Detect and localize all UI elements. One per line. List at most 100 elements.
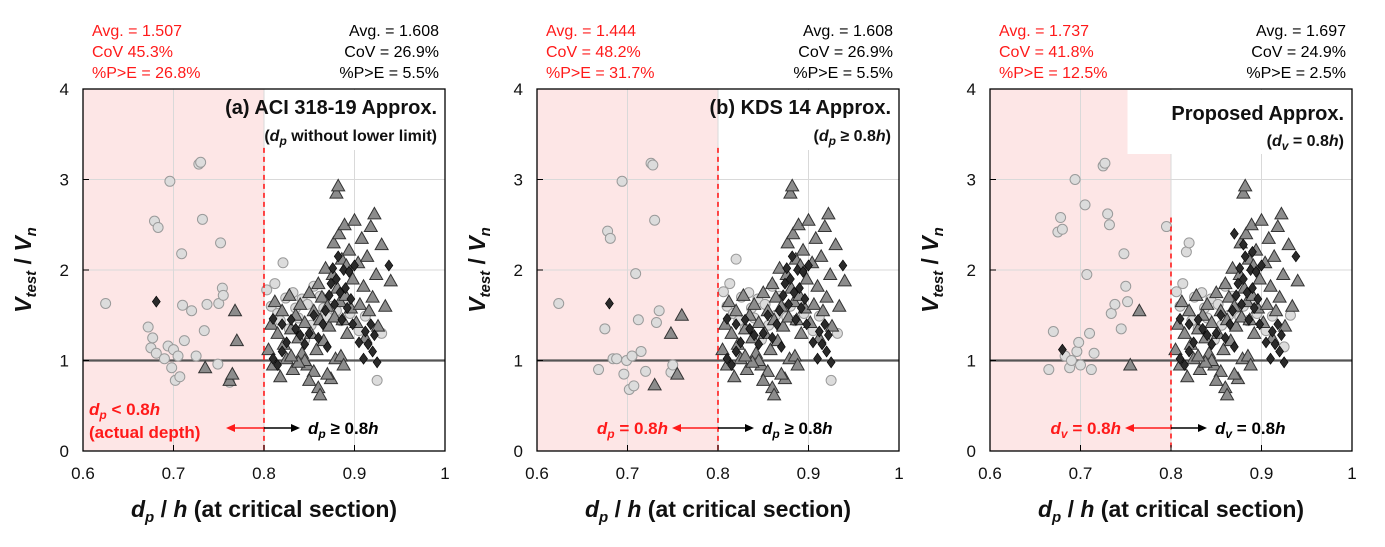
data-point-triangle — [354, 230, 370, 244]
zone-right-var: d — [1215, 419, 1226, 438]
x-tick-label: 0.8 — [706, 464, 730, 483]
stat-red-1: CoV = 41.8% — [999, 44, 1094, 61]
data-point-circle — [269, 278, 281, 290]
data-point-circle — [593, 364, 605, 376]
subtitle-open: ( — [264, 128, 270, 145]
zone-left-var: d — [597, 419, 608, 438]
data-point-triangle — [806, 296, 822, 310]
data-point-triangle — [1217, 276, 1233, 290]
data-point-diamond — [822, 345, 831, 358]
data-point-circle — [1118, 248, 1130, 260]
data-point-diamond — [814, 325, 824, 338]
data-point-diamond — [824, 329, 833, 342]
data-point-triangle — [314, 289, 330, 303]
data-point-triangle — [808, 230, 824, 244]
arrow-left-head — [672, 424, 681, 432]
data-point-triangle — [319, 366, 335, 380]
data-point-diamond — [384, 259, 394, 272]
data-point-diamond — [1242, 286, 1252, 299]
data-point-triangle — [822, 267, 838, 281]
data-point-triangle — [799, 271, 815, 285]
data-point-diamond — [1261, 336, 1271, 349]
zone-left-sub: p — [606, 427, 614, 441]
data-point-triangle — [327, 309, 342, 323]
data-point-circle — [553, 297, 565, 309]
data-point-circle — [195, 156, 207, 168]
data-point-circle — [1075, 359, 1086, 371]
data-point-triangle — [1275, 267, 1291, 281]
data-point-diamond — [1239, 273, 1248, 286]
y-axis-label-var2: V — [10, 235, 36, 252]
x-axis-label-sub: p — [1051, 509, 1061, 526]
data-point-triangle — [1221, 289, 1237, 303]
stat-black-0: Avg. = 1.608 — [803, 23, 893, 40]
y-tick-label: 3 — [60, 171, 69, 190]
data-point-triangle — [1243, 357, 1258, 371]
x-tick-label: 0.9 — [797, 464, 821, 483]
data-point-triangle — [368, 267, 384, 281]
x-axis-label-sub: p — [144, 509, 154, 526]
data-point-diamond — [313, 331, 323, 344]
subtitle-var: d — [270, 128, 281, 145]
data-point-diamond — [1251, 265, 1261, 278]
data-point-circle — [1160, 221, 1172, 233]
y-axis-label-sub: test — [930, 270, 947, 298]
subtitle-text: ≥ 0.8 — [836, 128, 876, 145]
zone-right-sub: p — [771, 427, 779, 441]
data-point-triangle — [301, 285, 317, 299]
data-point-circle — [201, 298, 213, 310]
data-point-circle — [653, 305, 665, 317]
stat-red-0: Avg. = 1.507 — [92, 23, 182, 40]
y-tick-label: 1 — [967, 352, 976, 371]
y-axis-label-sep: / — [464, 252, 490, 271]
data-point-circle — [178, 335, 190, 347]
x-tick-label: 0.7 — [1069, 464, 1093, 483]
data-point-diamond — [1220, 331, 1230, 344]
data-point-triangle — [821, 206, 836, 220]
data-point-triangle — [274, 303, 290, 317]
subtitle-sub: p — [828, 134, 836, 148]
data-point-triangle — [1281, 237, 1297, 251]
zone-right-var2: h — [1275, 419, 1285, 438]
data-point-diamond — [817, 338, 827, 351]
data-point-circle — [215, 237, 227, 249]
data-point-triangle — [1284, 298, 1300, 312]
data-point-triangle — [768, 289, 784, 303]
data-point-triangle — [837, 273, 853, 287]
data-point-circle — [1084, 327, 1096, 339]
data-point-triangle — [801, 212, 816, 226]
zone-right-text: = 0.8 — [1232, 419, 1275, 438]
data-point-circle — [1120, 280, 1132, 292]
data-point-circle — [640, 365, 652, 377]
data-point-diamond — [789, 286, 799, 299]
data-point-diamond — [820, 318, 830, 331]
data-point-triangle — [1263, 278, 1278, 292]
data-point-triangle — [772, 260, 787, 274]
data-point-diamond — [273, 359, 282, 372]
data-point-circle — [142, 321, 154, 333]
panel-subtitle: (dv = 0.8h) — [1267, 133, 1344, 153]
data-point-circle — [1085, 364, 1097, 376]
data-point-diamond — [1240, 250, 1250, 263]
data-point-triangle — [726, 369, 742, 383]
data-point-circle — [1180, 246, 1192, 258]
data-point-triangle — [333, 348, 349, 362]
x-axis-label-rest: (at critical section) — [187, 496, 397, 522]
stat-red-0: Avg. = 1.737 — [999, 23, 1089, 40]
subtitle-sub: v — [1282, 139, 1290, 153]
data-point-diamond — [784, 298, 793, 311]
data-point-triangle — [824, 318, 840, 332]
data-point-circle — [1177, 278, 1189, 290]
arrow-right-head — [745, 424, 754, 432]
data-point-triangle — [1199, 296, 1215, 310]
y-axis-label-var2: V — [464, 235, 490, 252]
data-point-circle — [1105, 307, 1117, 319]
data-point-triangle — [330, 178, 346, 192]
data-point-triangle — [263, 316, 279, 330]
zone-right-label: dv = 0.8h — [1215, 419, 1285, 441]
panel-subtitle: (dp without lower limit) — [264, 128, 437, 148]
data-point-circle — [196, 213, 208, 225]
data-point-diamond — [1266, 352, 1275, 365]
data-point-circle — [1284, 309, 1296, 321]
data-point-circle — [1122, 296, 1134, 308]
